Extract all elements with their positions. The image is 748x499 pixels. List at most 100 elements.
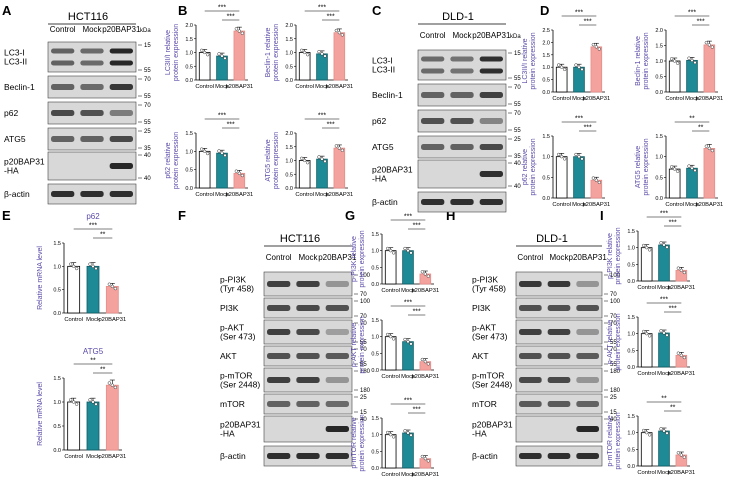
data-point xyxy=(676,451,680,455)
sig-stars: *** xyxy=(660,297,668,304)
blot-row-label: p20BAP31 -HA xyxy=(4,157,45,176)
y-axis-label: p-AKT relativeprotein expression xyxy=(351,316,366,373)
sig-stars: *** xyxy=(413,223,421,230)
y-tick-label: 1.0 xyxy=(371,335,379,341)
data-point xyxy=(337,31,341,35)
data-point xyxy=(113,385,117,390)
sig-stars: *** xyxy=(227,14,235,21)
kda-marker: 70 xyxy=(360,314,367,320)
blot-band xyxy=(421,144,445,150)
data-point xyxy=(648,433,652,437)
y-tick-label: 0.5 xyxy=(655,75,663,81)
x-tick-label: Mock xyxy=(401,472,415,478)
y-tick-label: 0.0 xyxy=(627,279,635,285)
kda-marker: 15 xyxy=(360,410,367,416)
kda-marker: 25 xyxy=(360,395,367,401)
data-point xyxy=(679,453,683,457)
y-tick-label: 0.0 xyxy=(371,368,379,374)
sig-stars: *** xyxy=(697,19,705,26)
sig-stars: *** xyxy=(669,220,677,227)
blot-band xyxy=(51,60,75,66)
sig-stars: ** xyxy=(100,232,106,239)
x-tick-label: Mock xyxy=(86,317,100,323)
x-tick-label: Control xyxy=(195,192,214,198)
bar-chart-e2: 0.0 0.5 1.0 1.5 Relative mRNA level ATG5 Contr… xyxy=(37,347,126,460)
y-tick-label: 0.5 xyxy=(53,288,61,294)
data-point xyxy=(113,286,117,291)
lane-label: Control xyxy=(517,253,543,262)
chart-title: ATG5 xyxy=(83,347,104,356)
data-point xyxy=(591,43,595,47)
bar-mock xyxy=(402,250,414,285)
blot-band xyxy=(479,92,503,98)
x-tick-label: p20BAP31 xyxy=(582,202,610,208)
data-point xyxy=(580,67,584,72)
y-tick-label: 0.5 xyxy=(655,175,663,181)
data-point xyxy=(687,56,691,60)
data-point xyxy=(107,381,111,385)
blot-band xyxy=(479,199,503,205)
data-point xyxy=(423,272,427,276)
data-point xyxy=(665,333,669,337)
bar-control xyxy=(555,66,568,93)
y-tick-label: 0.0 xyxy=(655,196,663,202)
y-axis-label: LC3II/I relativeprotein expression xyxy=(165,24,180,81)
bar-control xyxy=(198,150,211,189)
y-axis-label: p62 relativeprotein expression xyxy=(522,138,537,195)
lane-label: Control xyxy=(50,25,76,34)
blot-band xyxy=(519,453,542,459)
lane-label: Mock xyxy=(549,253,569,262)
blot-row-label: AKT xyxy=(472,351,489,361)
bar-mock xyxy=(216,152,228,189)
data-point xyxy=(306,161,310,165)
data-point xyxy=(645,246,649,250)
data-point xyxy=(389,335,393,339)
y-tick-label: 0.5 xyxy=(627,447,635,453)
sig-stars: *** xyxy=(413,407,421,414)
blot-row-label: PI3K xyxy=(472,303,491,313)
x-tick-label: p20BAP31 xyxy=(411,472,439,478)
y-tick-label: 0.0 xyxy=(655,90,663,96)
y-axis-label: p-PI3K relativeprotein expression xyxy=(351,230,366,287)
blot-band xyxy=(296,401,320,407)
x-tick-label: p20BAP31 xyxy=(667,371,695,377)
sig-stars: *** xyxy=(89,223,97,230)
bar-chart-d3: 0.0 0.5 1.0 1.5 p62 relativeprotein expressi… xyxy=(522,116,610,209)
y-axis-label: p-mTOR relativeprotein expression xyxy=(607,412,622,469)
blot-band xyxy=(479,144,503,150)
blot-band xyxy=(267,329,291,335)
y-tick-label: 0.0 xyxy=(542,90,550,96)
blot-band xyxy=(267,377,291,383)
data-point xyxy=(676,169,680,173)
y-tick-label: 1.0 xyxy=(627,431,635,437)
y-axis-label: p-PI3K relativeprotein expression xyxy=(607,227,622,284)
data-point xyxy=(557,152,561,157)
bar-mock xyxy=(316,53,328,81)
bar-chart-d1: 0.0 0.5 1.0 1.5 2.0 2.5 LC3II/I relativeprotei… xyxy=(522,10,610,103)
kda-marker: 70 xyxy=(610,292,617,298)
data-point xyxy=(300,156,304,160)
data-point xyxy=(223,56,227,60)
data-point xyxy=(403,246,407,251)
data-point xyxy=(665,431,669,435)
x-tick-label: p20BAP31 xyxy=(582,96,610,102)
kda-marker: 55 xyxy=(514,76,521,82)
y-tick-label: 2.0 xyxy=(185,23,193,29)
chart-title: p62 xyxy=(86,212,100,221)
x-tick-label: Control xyxy=(64,454,83,460)
blot-band xyxy=(576,353,599,359)
blot-row-label: ATG5 xyxy=(4,134,26,144)
data-point xyxy=(340,33,344,37)
bar-control xyxy=(640,432,653,467)
y-tick-label: 1.5 xyxy=(371,416,379,422)
kda-marker: 100 xyxy=(610,273,621,279)
x-tick-label: Control xyxy=(637,470,656,476)
x-tick-label: Mock xyxy=(685,96,699,102)
y-tick-label: 1.5 xyxy=(627,414,635,420)
bar-control xyxy=(384,434,397,469)
blot-row-label: p-PI3K (Tyr 458) xyxy=(220,275,254,294)
bar-p20bap31 xyxy=(105,384,119,451)
kda-marker: 40 xyxy=(144,176,151,182)
bar-mock xyxy=(573,66,585,93)
blot-band xyxy=(109,191,133,197)
